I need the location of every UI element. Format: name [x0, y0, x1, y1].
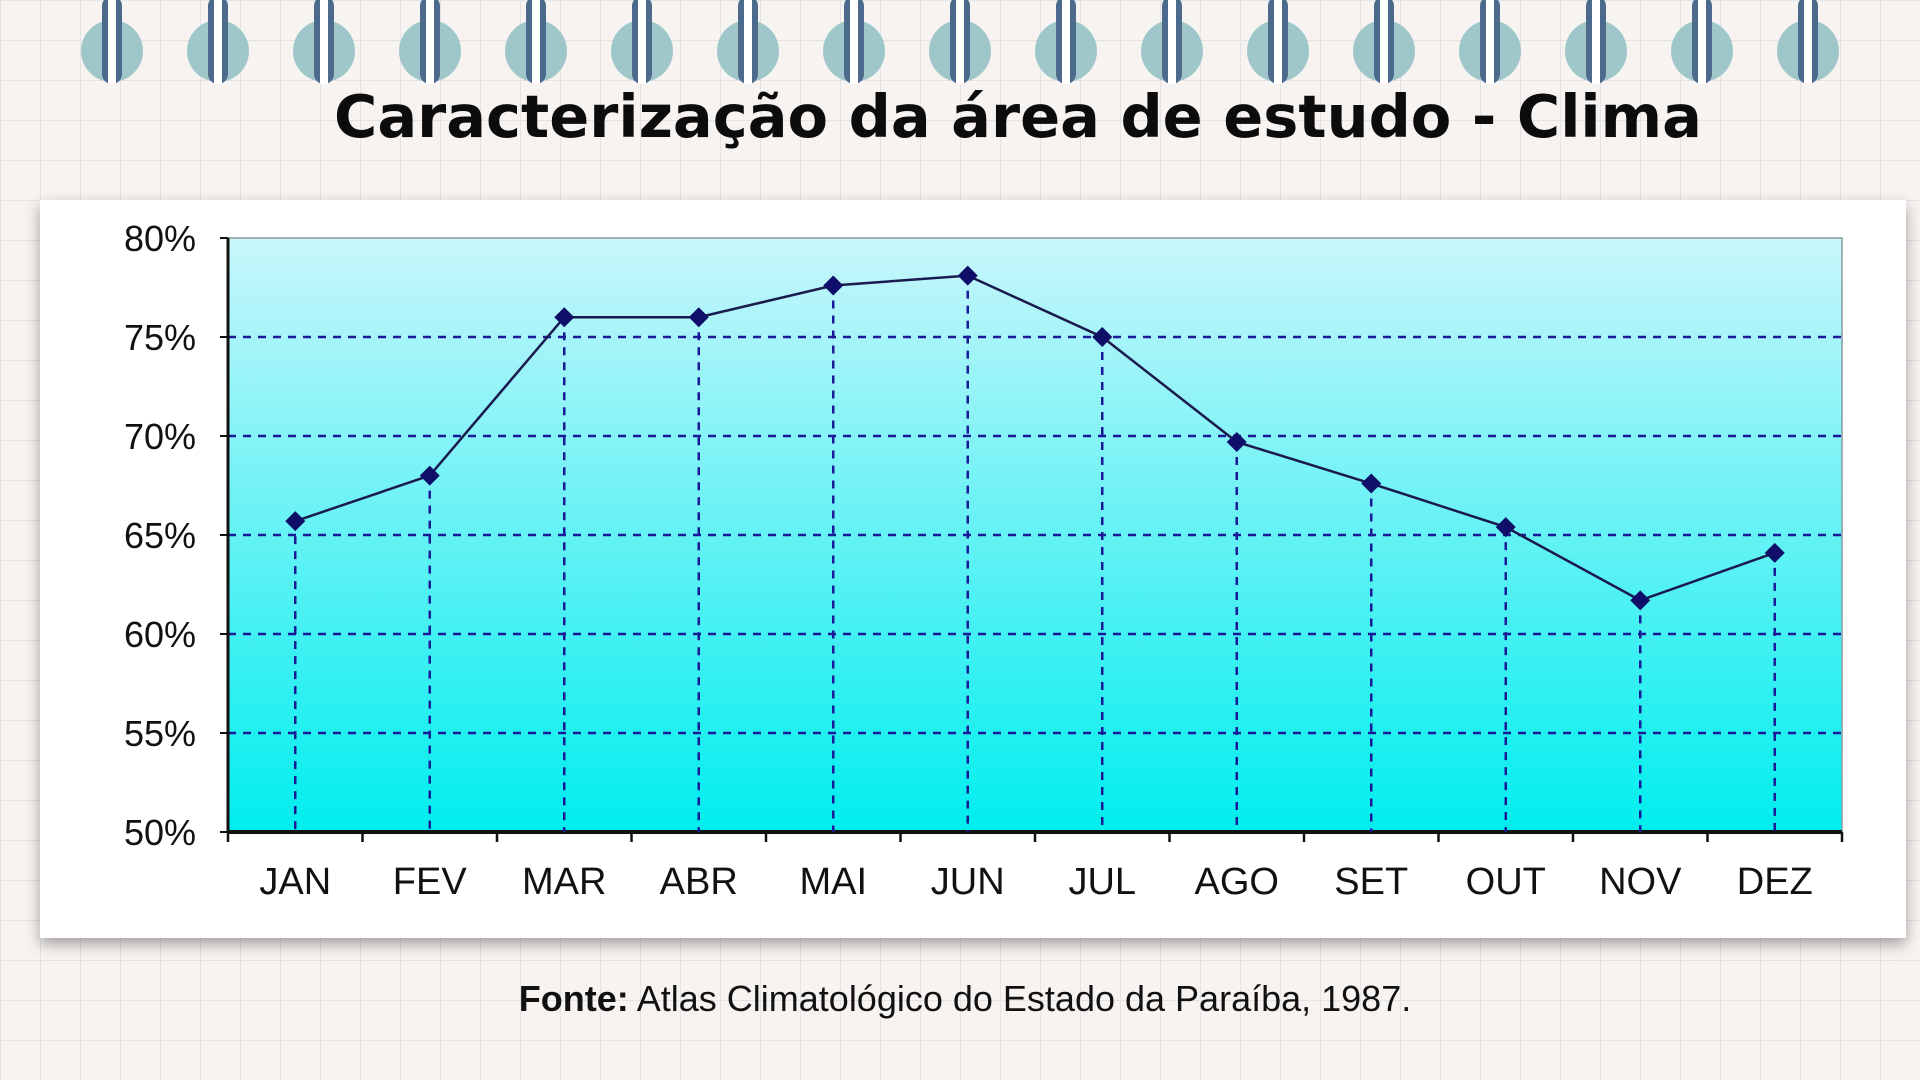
data-point	[688, 307, 709, 328]
y-tick-label: 80%	[124, 218, 196, 259]
source-caption: Fonte: Atlas Climatológico do Estado da …	[0, 978, 1920, 1020]
data-point	[1092, 327, 1113, 347]
data-point	[823, 275, 844, 296]
binding-ring	[1565, 0, 1627, 84]
binding-ring	[823, 0, 885, 84]
y-tick-label: 60%	[124, 614, 196, 655]
x-tick-label: OUT	[1466, 861, 1546, 903]
binding-ring	[187, 0, 249, 84]
y-tick-label: 50%	[124, 812, 196, 853]
x-tick-label: JUN	[931, 861, 1005, 903]
x-tick-label: DEZ	[1737, 861, 1813, 903]
x-tick-label: JUL	[1068, 861, 1136, 903]
binding-ring	[1035, 0, 1097, 84]
source-text: Atlas Climatológico do Estado da Paraíba…	[636, 978, 1412, 1019]
y-tick-label: 70%	[124, 416, 196, 457]
plot-area	[227, 237, 1843, 833]
data-point	[1495, 517, 1516, 538]
source-label: Fonte:	[518, 978, 629, 1019]
y-tick-label: 65%	[124, 515, 196, 556]
x-tick-label: FEV	[393, 861, 468, 903]
binding-ring	[1459, 0, 1521, 84]
data-point	[1361, 473, 1382, 494]
binding-ring	[1777, 0, 1839, 84]
chart-card: 50% 55% 60% 65% 70% 75% 80% JAN FEV MAR ABR MAI JUN J…	[40, 200, 1906, 938]
data-point	[554, 307, 575, 328]
x-tick-label: JAN	[259, 861, 331, 903]
binding-ring	[717, 0, 779, 84]
binding-ring	[1247, 0, 1309, 84]
x-tick-label: NOV	[1599, 861, 1682, 903]
data-point	[1226, 431, 1247, 452]
binding-ring	[1141, 0, 1203, 84]
spiral-binding	[0, 0, 1920, 90]
x-tick-label: MAR	[522, 861, 606, 903]
y-tick-label: 55%	[124, 713, 196, 754]
binding-ring	[293, 0, 355, 84]
data-point	[957, 265, 978, 286]
binding-ring	[505, 0, 567, 84]
data-point	[285, 511, 306, 532]
series-line	[294, 274, 1776, 602]
binding-ring	[81, 0, 143, 84]
binding-ring	[1671, 0, 1733, 84]
data-point	[1764, 542, 1785, 563]
x-tick-label: SET	[1334, 861, 1408, 903]
line-chart: 50% 55% 60% 65% 70% 75% 80% JAN FEV MAR ABR MAI JUN J…	[124, 218, 1844, 903]
binding-ring	[399, 0, 461, 84]
x-tick-label: AGO	[1195, 861, 1279, 903]
y-tick-label: 75%	[124, 317, 196, 358]
x-tick-label: MAI	[799, 861, 867, 903]
data-point	[1630, 590, 1651, 611]
page-title: Caracterização da área de estudo - Clima	[334, 82, 1702, 151]
x-tick-label: ABR	[660, 861, 738, 903]
data-point	[419, 465, 440, 486]
binding-ring	[1353, 0, 1415, 84]
binding-ring	[611, 0, 673, 84]
binding-ring	[929, 0, 991, 84]
